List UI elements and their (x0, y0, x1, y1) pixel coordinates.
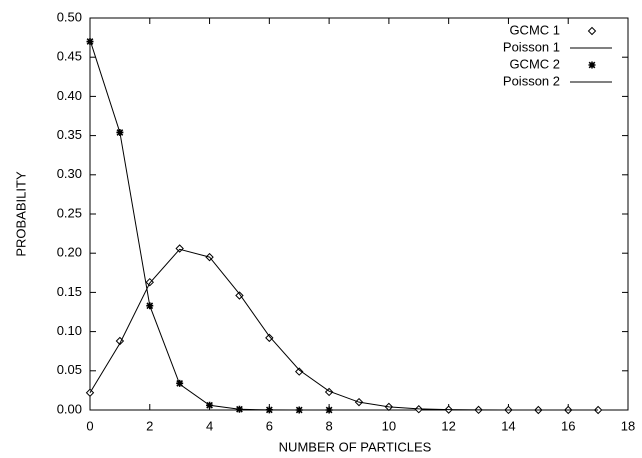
legend-marker (587, 26, 597, 36)
diamond-marker (175, 244, 184, 253)
legend-label: Poisson 2 (503, 73, 560, 88)
x-tick-label: 8 (325, 418, 332, 433)
legend-label: GCMC 2 (509, 56, 560, 71)
x-tick-label: 6 (266, 418, 273, 433)
x-tick-label: 16 (561, 418, 575, 433)
diamond-marker (265, 333, 274, 343)
y-axis-label: PROBABILITY (13, 171, 28, 257)
x-tick-label: 0 (86, 418, 93, 433)
legend-marker (588, 61, 596, 69)
y-tick-label: 0.50 (57, 9, 82, 24)
legend-label: GCMC 1 (509, 22, 560, 37)
x-axis-label: NUMBER OF PARTICLES (279, 439, 432, 454)
y-tick-label: 0.05 (57, 362, 82, 377)
y-tick-label: 0.40 (57, 88, 82, 103)
y-tick-label: 0.25 (57, 205, 82, 220)
x-tick-label: 18 (621, 418, 635, 433)
x-tick-label: 2 (146, 418, 153, 433)
series-line (89, 248, 599, 411)
y-tick-label: 0.15 (57, 284, 82, 299)
y-tick-label: 0.20 (57, 245, 82, 260)
x-tick-label: 4 (206, 418, 213, 433)
y-tick-label: 0.35 (57, 127, 82, 142)
y-tick-label: 0.10 (57, 323, 82, 338)
y-tick-label: 0.45 (57, 49, 82, 64)
diamond-marker (324, 387, 334, 397)
x-tick-label: 10 (382, 418, 396, 433)
diamond-marker (115, 336, 125, 346)
y-tick-label: 0.00 (57, 401, 82, 416)
x-tick-label: 12 (441, 418, 455, 433)
legend-label: Poisson 1 (503, 39, 560, 54)
series-line (89, 39, 330, 411)
x-tick-label: 14 (501, 418, 515, 433)
diamond-marker (295, 367, 304, 376)
y-tick-label: 0.30 (57, 166, 82, 181)
